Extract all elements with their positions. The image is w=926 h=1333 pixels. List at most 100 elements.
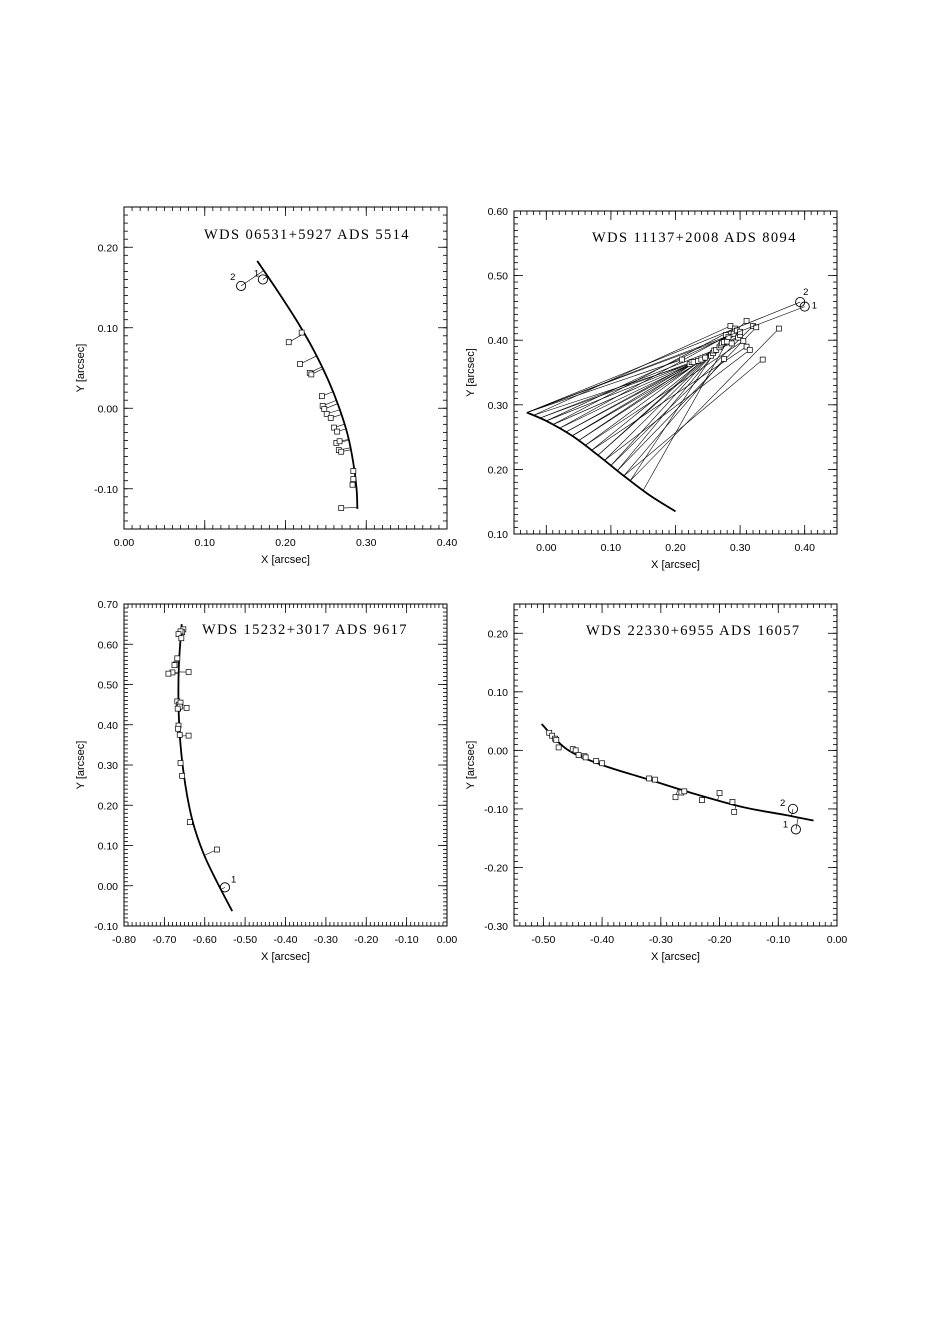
observation-point <box>593 758 600 764</box>
x-tick-label: 0.00 <box>437 934 458 946</box>
chart-panel-1: 0.00 0.10 0.20 0.30 0.40 -0.10 0.00 0.10 0.20 X [… <box>75 206 458 566</box>
y-tick-label: 0.10 <box>98 841 119 853</box>
observation-point <box>183 704 190 711</box>
y-tick-label: -0.10 <box>484 804 508 816</box>
observation-point <box>646 775 652 782</box>
residual-line <box>584 340 744 446</box>
y-tick-label: 0.10 <box>488 529 509 541</box>
observations <box>546 729 738 815</box>
predicted-label: 2 <box>780 798 785 809</box>
residual-line <box>539 361 692 419</box>
observation-point <box>721 356 727 362</box>
x-tick-label: 0.40 <box>437 537 458 549</box>
observation-point <box>725 334 732 340</box>
observation-point <box>555 744 562 751</box>
predicted-residual <box>526 306 805 413</box>
observation-point <box>699 797 705 803</box>
y-tick-label: 0.00 <box>98 403 119 415</box>
x-tick-label: -0.30 <box>649 934 673 946</box>
observation-point <box>177 760 184 766</box>
panel-title: WDS 15232+3017 ADS 9617 <box>202 622 408 638</box>
residual-line <box>571 355 712 437</box>
y-axis-label: Y [arcsec] <box>75 741 87 790</box>
x-tick-label: 0.20 <box>665 542 686 554</box>
residual-line <box>533 325 731 416</box>
observation-point <box>214 846 220 853</box>
observation-point <box>338 448 345 455</box>
residual-line <box>617 341 725 471</box>
observation-point <box>186 819 193 826</box>
x-tick-label: -0.50 <box>233 934 257 946</box>
observation-point <box>349 481 356 488</box>
residual-line <box>630 328 780 481</box>
minor-ticks <box>513 210 838 535</box>
observation-point <box>549 732 556 739</box>
residual-line <box>526 359 683 413</box>
observation-point <box>672 794 679 801</box>
predicted-label: 2 <box>803 287 808 298</box>
predicted-label: 1 <box>783 819 788 830</box>
predicted-position <box>257 274 268 285</box>
observation-point <box>318 393 325 400</box>
orbit-curve <box>177 624 234 912</box>
observation-point <box>743 343 750 350</box>
y-tick-label: 0.20 <box>488 628 509 640</box>
x-tick-label: -0.60 <box>193 934 217 946</box>
panel-title: WDS 22330+6955 ADS 16057 <box>586 623 801 639</box>
y-tick-label: 0.10 <box>488 687 509 699</box>
observation-point <box>171 662 178 669</box>
x-tick-label: -0.20 <box>354 934 378 946</box>
residual-line <box>617 327 757 471</box>
observation-point <box>185 669 192 675</box>
observation-point <box>652 776 658 783</box>
x-tick-label: 0.10 <box>601 542 622 554</box>
y-tick-label: 0.20 <box>98 800 119 812</box>
orbit-curve <box>540 723 814 822</box>
residual-line <box>584 350 715 446</box>
observation-point <box>334 428 341 435</box>
residual-line <box>604 349 750 461</box>
x-tick-label: -0.50 <box>531 934 555 946</box>
observation-point <box>165 670 172 677</box>
x-tick-label: 0.00 <box>536 542 557 554</box>
predicted-residual <box>791 808 794 817</box>
predicted-label: 1 <box>254 268 259 279</box>
y-tick-label: 0.10 <box>98 323 119 335</box>
x-tick-label: 0.40 <box>794 542 815 554</box>
observation-point <box>746 347 753 353</box>
residual-line <box>559 330 738 429</box>
observation-point <box>298 329 305 336</box>
predicted-position <box>790 824 801 835</box>
observation-point <box>327 415 334 421</box>
x-tick-label: 0.30 <box>356 537 377 549</box>
plot-frame <box>123 603 448 927</box>
y-tick-label: -0.10 <box>94 484 118 496</box>
residual-line <box>591 346 747 451</box>
observation-point <box>176 731 183 738</box>
predicted-label: 1 <box>231 874 236 885</box>
y-tick-label: 0.70 <box>98 599 119 611</box>
chart-panel-3: -0.80 -0.70 -0.60 -0.50 -0.40 -0.30 -0.20 -0.10… <box>75 599 457 963</box>
y-tick-label: 0.20 <box>488 464 509 476</box>
observation-point <box>331 424 337 431</box>
observation-point <box>174 655 181 662</box>
observation-point <box>743 317 750 324</box>
observation-point <box>599 760 605 767</box>
observations <box>526 317 782 491</box>
observation-point <box>679 356 685 363</box>
y-tick-label: 0.60 <box>98 639 119 651</box>
observation-point <box>572 747 579 754</box>
observations <box>285 329 358 511</box>
observations <box>165 626 220 856</box>
residual-line <box>610 343 723 466</box>
y-tick-label: 0.00 <box>488 745 509 757</box>
observation-point <box>776 325 782 332</box>
observation-point <box>338 505 345 511</box>
observation-point <box>350 468 357 474</box>
observation-point <box>582 754 589 761</box>
x-tick-label: 0.00 <box>827 934 848 946</box>
observation-point <box>285 339 292 346</box>
y-tick-label: 0.60 <box>488 206 509 218</box>
y-tick-label: -0.20 <box>484 862 508 874</box>
